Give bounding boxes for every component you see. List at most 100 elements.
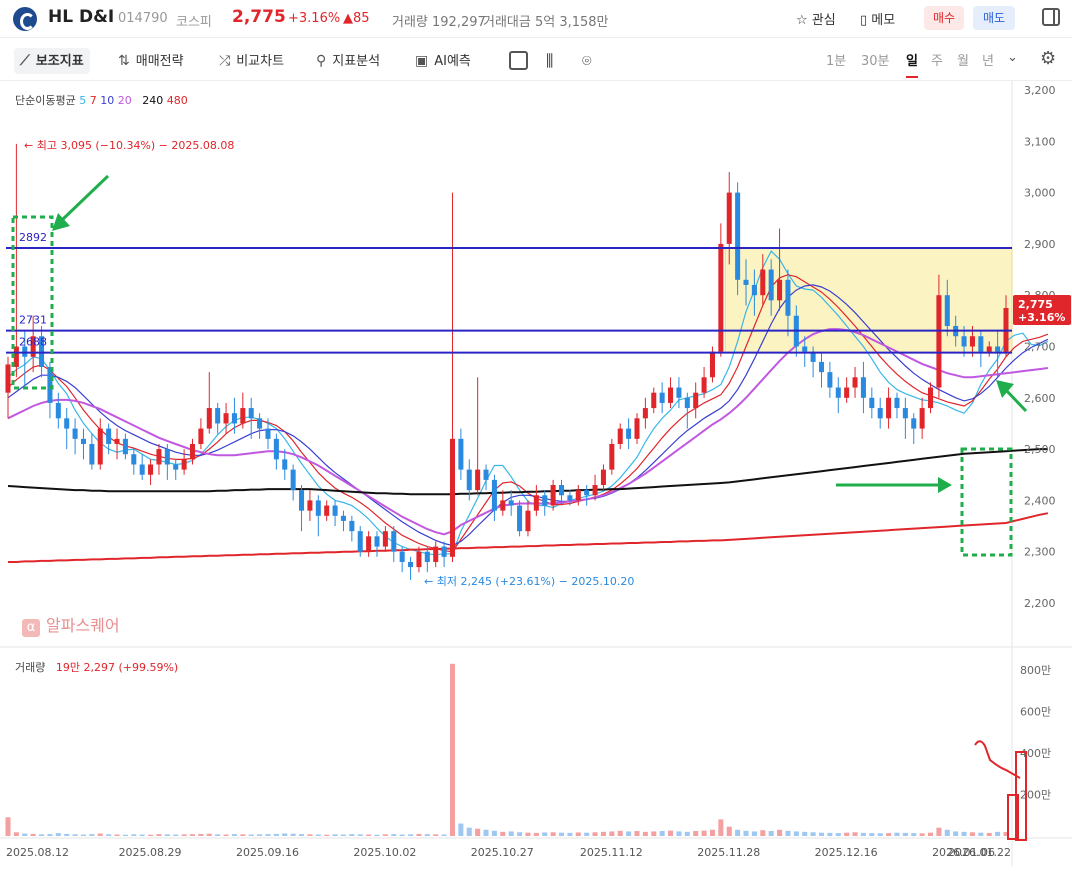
volume-bar <box>340 834 346 836</box>
candle-type-icon[interactable]: ⫼ <box>546 51 554 70</box>
side-panel-icon[interactable] <box>1042 8 1060 26</box>
stock-name[interactable]: HL D&I <box>48 7 115 27</box>
volume-bar <box>919 833 925 836</box>
period-30min[interactable]: 30분 <box>861 54 890 69</box>
chevron-down-icon[interactable]: ⌄ <box>1007 50 1018 65</box>
candle-body <box>617 428 623 444</box>
volume-value: 19만 2,297 (+99.59%) <box>55 661 179 674</box>
volume-tick-label: 600만 <box>1020 706 1051 719</box>
x-tick-label: 2026.01.06 <box>932 846 995 859</box>
candle-body <box>307 500 313 511</box>
volume-bar <box>709 829 715 836</box>
volume-bar <box>844 832 850 836</box>
volume-bar <box>558 832 565 836</box>
volume-bar <box>231 834 237 836</box>
compare-button[interactable]: ⤮ 비교차트 <box>213 48 290 74</box>
period-year[interactable]: 년 <box>982 54 994 69</box>
candle-body <box>726 192 732 244</box>
low-label: ← 최저 2,245 (+23.61%) − 2025.10.20 <box>424 575 635 588</box>
hline-label: 2688 <box>19 336 47 349</box>
x-tick-label: 2025.08.29 <box>119 846 182 859</box>
indicators-button[interactable]: ⟋ 보조지표 <box>14 48 90 74</box>
volume-bar <box>416 833 422 836</box>
price-chart[interactable]: 2892 2731 2688 2,200 2,300 2,400 2,500 2,600 2,… <box>0 81 1072 871</box>
volume-bar <box>894 832 900 836</box>
watchlist-button[interactable]: ☆ 관심 <box>796 9 836 28</box>
candle-body <box>416 551 422 568</box>
candle-body <box>835 387 841 398</box>
period-month[interactable]: 월 <box>957 54 969 69</box>
strategy-button[interactable]: ⇅ 매매전략 <box>112 48 190 74</box>
moving-averages <box>7 250 1049 563</box>
volume-bar <box>500 831 506 836</box>
volume-bar <box>299 834 305 836</box>
period-1min[interactable]: 1분 <box>826 54 847 69</box>
period-day[interactable]: 일 <box>906 50 918 78</box>
volume-bar <box>55 833 61 836</box>
candle-body <box>701 377 707 393</box>
volume-bar <box>39 834 45 836</box>
change-amount: ▲85 <box>343 11 370 26</box>
ma-5-label: 5 <box>79 94 87 107</box>
volume-bar <box>634 831 640 836</box>
buy-button[interactable]: 매수 <box>924 6 964 30</box>
candle-body <box>64 418 70 429</box>
volume-bar <box>282 833 288 836</box>
sell-button[interactable]: 매도 <box>973 6 1015 30</box>
volume-bar <box>106 834 112 836</box>
candle-body <box>72 428 78 439</box>
candle-body <box>944 295 950 326</box>
updown-arrows-icon: ⇅ <box>118 53 130 69</box>
candle-body <box>718 243 724 352</box>
volume-bar <box>600 831 606 836</box>
volume-bar <box>290 833 296 836</box>
green-arrow-head <box>52 213 70 231</box>
volume-bar <box>617 830 623 836</box>
candle-body <box>441 546 447 557</box>
ma-line-480 <box>8 512 1049 563</box>
green-arrow-line <box>60 174 110 222</box>
strategy-label: 매매전략 <box>135 54 184 69</box>
candle-body <box>315 500 321 516</box>
candle-body <box>693 392 699 409</box>
analysis-button[interactable]: ⚲ 지표분석 <box>310 48 386 74</box>
candle-body <box>600 469 606 486</box>
volume-bar <box>223 834 229 836</box>
green-arrow-line <box>1003 387 1028 413</box>
memo-button[interactable]: ▯ 메모 <box>860 9 895 28</box>
y-tick-label: 2,300 <box>1024 546 1056 559</box>
last-price-value: 2,775 <box>1018 298 1053 311</box>
volume-bar <box>718 819 724 836</box>
layout-square-icon[interactable] <box>509 51 528 70</box>
volume-bar <box>575 832 581 836</box>
camera-icon[interactable]: ⌾ <box>582 51 592 70</box>
volume-bar <box>441 834 447 836</box>
volume-bar <box>567 832 573 836</box>
candle-body <box>810 351 816 362</box>
x-tick-label: 2025.10.02 <box>353 846 416 859</box>
volume-bar <box>189 834 196 836</box>
volume-bar <box>399 834 405 836</box>
candle-body <box>743 279 749 285</box>
memo-icon: ▯ <box>860 13 868 28</box>
candle-body <box>475 469 481 491</box>
volume-bar <box>80 834 86 836</box>
volume-bar <box>357 834 363 836</box>
gear-icon[interactable]: ⚙ <box>1040 48 1057 69</box>
candle-body <box>332 505 338 516</box>
candle-body <box>114 438 120 444</box>
ma-240-label: 240 <box>142 94 164 107</box>
candle-body <box>517 505 523 532</box>
volume-bar <box>911 833 917 836</box>
candle-body <box>240 408 246 424</box>
x-tick-label: 2025.11.28 <box>697 846 760 859</box>
candle-body <box>215 408 221 424</box>
volume-bar <box>953 831 959 836</box>
volume-bar <box>466 827 472 836</box>
volume-bar <box>89 834 95 836</box>
candle-body <box>986 346 992 352</box>
period-week[interactable]: 주 <box>931 54 943 69</box>
ai-predict-button[interactable]: ▣ AI예측 <box>409 48 477 74</box>
volume-bar <box>886 833 892 836</box>
candle-body <box>651 392 657 409</box>
